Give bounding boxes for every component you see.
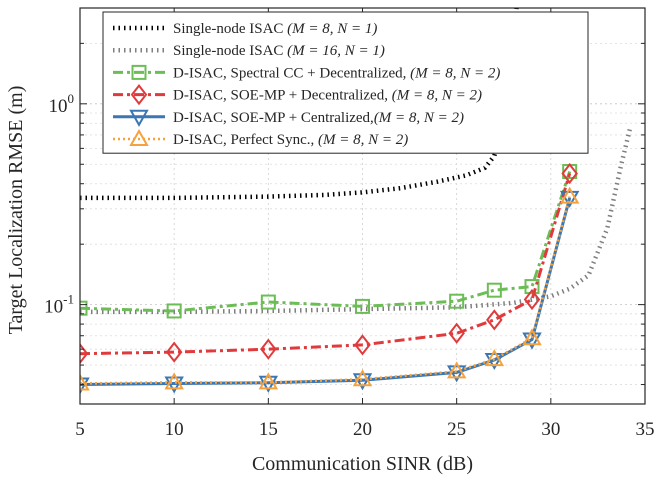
x-tick-label: 15 [259,419,278,440]
series-line [80,173,572,356]
legend-label: D-ISAC, Spectral CC + Decentralized, (M … [173,65,500,81]
legend: Single-node ISAC (M = 8, N = 1)Single-no… [102,11,589,154]
legend-label: D-ISAC, SOE-MP + Decentralized, (M = 8, … [173,88,482,104]
legend-label-name: Single-node ISAC [173,43,287,59]
legend-label-name: D-ISAC, SOE-MP + Centralized, [173,110,374,126]
legend-marker [131,64,147,80]
legend-entry: D-ISAC, Spectral CC + Decentralized, (M … [113,64,500,81]
data-point-marker [352,369,373,387]
legend-label-params: (M = 8, N = 2) [374,110,464,126]
legend-label: D-ISAC, SOE-MP + Centralized,(M = 8, N =… [173,110,464,126]
y-tick-label: 10-1 [44,292,74,318]
legend-entry: Single-node ISAC (M = 8, N = 1) [113,21,377,37]
legend-label-name: Single-node ISAC [173,21,287,37]
legend-entry: D-ISAC, SOE-MP + Decentralized, (M = 8, … [113,83,482,106]
legend-entry: D-ISAC, SOE-MP + Centralized,(M = 8, N =… [113,109,464,127]
data-point-marker [559,186,580,204]
data-point-marker [258,372,279,390]
legend-label-name: D-ISAC, Spectral CC + Decentralized, [173,65,410,81]
legend-label-params: (M = 8, N = 2) [392,88,482,104]
data-point-marker [448,322,465,344]
x-tick-label: 20 [353,419,372,440]
legend-marker [130,83,148,106]
data-point-marker [449,293,465,309]
x-axis-title: Communication SINR (dB) [252,453,473,475]
data-point-marker [164,376,184,394]
legend-label-name: D-ISAC, SOE-MP + Decentralized, [173,88,392,104]
data-point-marker [524,279,540,295]
data-point-marker [165,341,183,363]
data-point-marker [80,377,90,395]
legend-label-params: (M = 8, N = 2) [318,132,408,148]
legend-entry: D-ISAC, Perfect Sync., (M = 8, N = 2) [113,128,408,148]
data-point-marker [164,372,184,390]
x-tick-label: 5 [75,419,85,440]
data-point-marker [352,373,373,391]
y-tick-label-exponent: -1 [63,292,74,307]
y-tick-label-base: 10 [49,96,68,117]
data-point-marker [80,300,88,316]
data-point-marker [80,343,89,365]
legend-marker [129,128,149,146]
data-point-marker [166,303,182,319]
legend-label-name: D-ISAC, Perfect Sync., [173,132,318,148]
series-4 [80,162,578,365]
x-tick-label: 30 [541,419,560,440]
series-line [80,128,633,315]
legend-label-params: (M = 8, N = 1) [287,21,377,37]
data-point-marker [354,334,371,356]
data-point-marker [561,162,578,185]
data-point-marker [355,298,370,314]
legend-marker [129,109,149,127]
x-tick-label: 10 [165,419,184,440]
y-tick-label-base: 10 [44,297,63,318]
legend-label: D-ISAC, Perfect Sync., (M = 8, N = 2) [173,132,408,148]
series-2 [80,128,633,315]
y-tick-label: 100 [49,91,75,117]
data-point-marker [258,375,279,393]
y-tick-label-exponent: 0 [68,91,75,106]
data-point-marker [523,288,541,311]
data-point-marker [559,190,580,208]
data-point-marker [484,349,505,367]
data-point-marker [446,365,467,383]
data-point-marker [260,294,276,310]
x-tick-label: 35 [636,419,655,440]
legend-label: Single-node ISAC (M = 16, N = 1) [173,43,385,59]
legend-box [102,11,589,154]
legend-entry: Single-node ISAC (M = 16, N = 1) [113,43,385,59]
legend-label: Single-node ISAC (M = 8, N = 1) [173,21,377,37]
y-axis-title: Target Localization RMSE (m) [5,86,27,335]
x-tick-label: 25 [447,419,466,440]
data-point-marker [446,361,467,379]
data-point-marker [260,338,277,360]
data-point-marker [486,309,503,331]
legend-label-params: (M = 16, N = 1) [287,43,385,59]
data-point-marker [484,352,505,371]
legend-label-params: (M = 8, N = 2) [410,65,500,81]
data-point-marker [486,282,502,298]
data-point-marker [80,373,90,391]
data-point-marker [522,328,542,346]
series-6 [80,186,580,391]
